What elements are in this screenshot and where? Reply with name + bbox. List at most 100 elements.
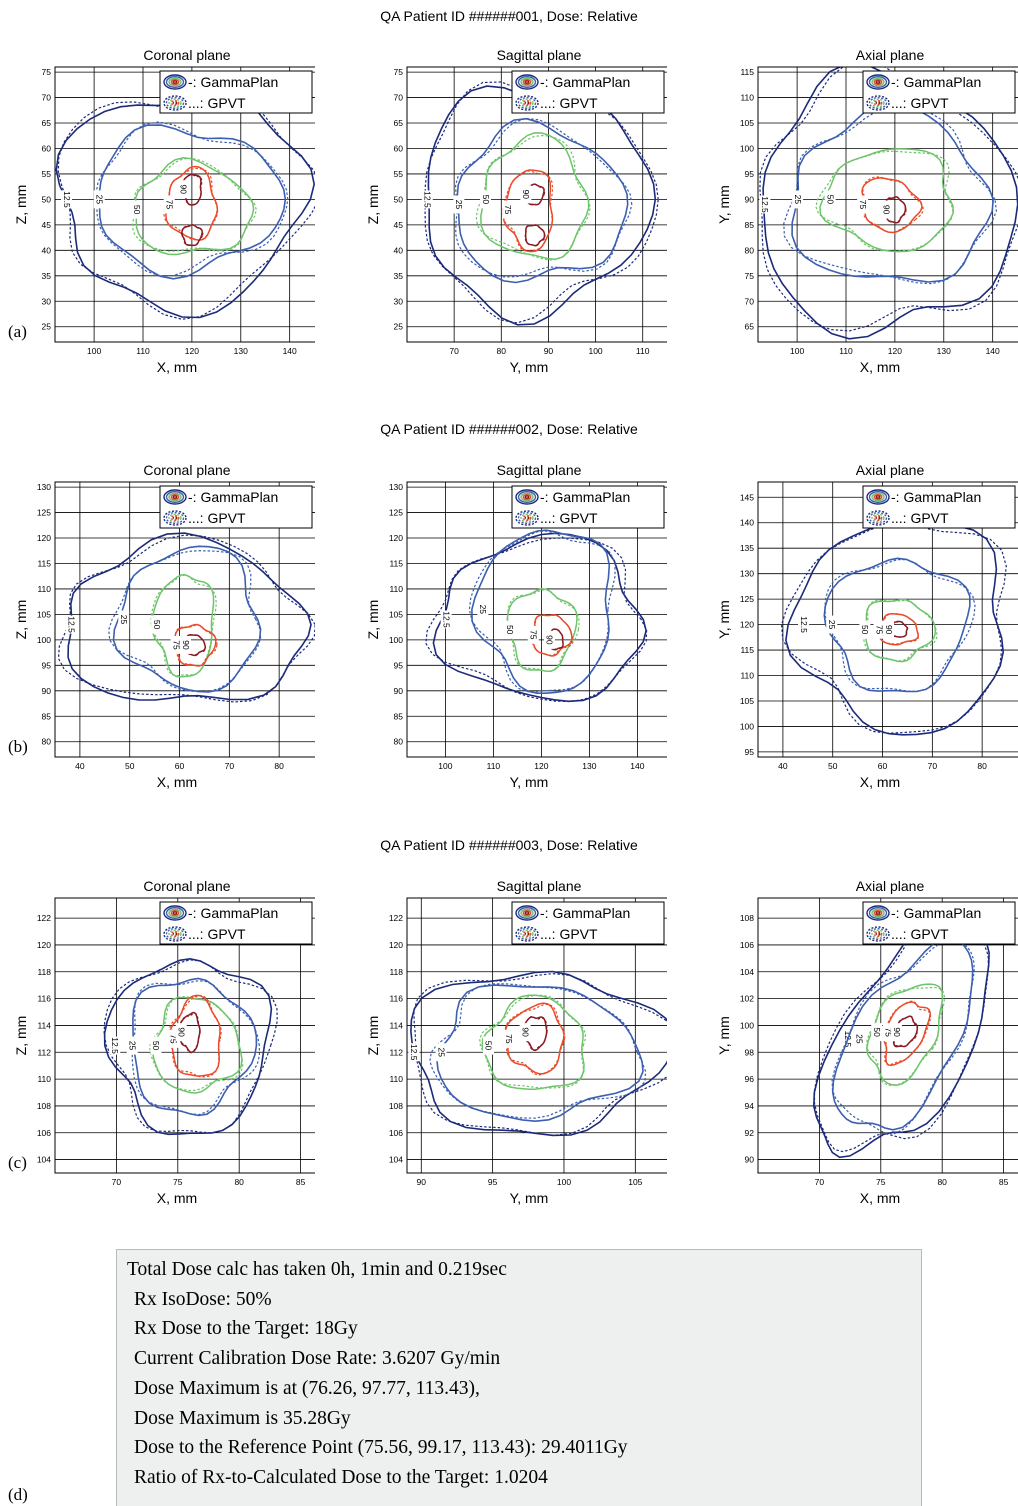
x-tick-label: 40 bbox=[778, 761, 788, 771]
legend-isodose-icon bbox=[515, 510, 539, 526]
contour-gpvt-12-5 bbox=[425, 537, 648, 703]
contour-gpvt-12-5 bbox=[57, 99, 315, 320]
contour-label: 12.5 bbox=[441, 611, 451, 628]
contour-gpvt-25 bbox=[131, 980, 261, 1116]
contour-gammaplan-12-5 bbox=[103, 957, 273, 1136]
contour-gpvt-25 bbox=[831, 939, 975, 1135]
axes-box bbox=[757, 897, 1018, 1174]
plot-title: Sagittal plane bbox=[497, 462, 582, 478]
contour-gpvt-50 bbox=[815, 150, 954, 252]
panel-label-c: (c) bbox=[8, 1153, 27, 1172]
contour-label: 90 bbox=[178, 184, 188, 194]
contour-gpvt-50 bbox=[149, 996, 244, 1092]
y-tick-label: 30 bbox=[42, 296, 52, 306]
legend: -: GammaPlan ...: GPVT bbox=[159, 70, 313, 114]
legend-label-gammaplan: -: GammaPlan bbox=[188, 905, 278, 921]
report-line: Rx Dose to the Target: 18Gy bbox=[134, 1318, 358, 1340]
x-tick-label: 90 bbox=[544, 346, 554, 356]
report-line: Current Calibration Dose Rate: 3.6207 Gy… bbox=[134, 1348, 501, 1370]
report-line: Dose to the Reference Point (75.56, 99.1… bbox=[134, 1437, 628, 1459]
contour-gammaplan-12-5 bbox=[67, 532, 312, 701]
x-axis-label: Y, mm bbox=[510, 1190, 549, 1206]
x-tick-label: 90 bbox=[417, 1177, 427, 1187]
x-tick-label: 80 bbox=[274, 761, 284, 771]
contour-gpvt-90 bbox=[179, 1012, 201, 1054]
y-tick-label: 95 bbox=[745, 747, 755, 757]
y-tick-label: 125 bbox=[740, 594, 754, 604]
y-tick-label: 100 bbox=[37, 635, 51, 645]
y-tick-label: 100 bbox=[740, 721, 754, 731]
contour-label: 25 bbox=[119, 615, 129, 625]
x-tick-label: 50 bbox=[125, 761, 135, 771]
y-tick-label: 70 bbox=[42, 93, 52, 103]
y-tick-label: 95 bbox=[745, 169, 755, 179]
contour-gpvt-12-5 bbox=[57, 534, 315, 703]
axes-box bbox=[54, 66, 315, 343]
y-axis-label: Z, mm bbox=[365, 600, 381, 640]
legend-box bbox=[159, 901, 313, 945]
legend: -: GammaPlan ...: GPVT bbox=[511, 70, 665, 114]
y-tick-label: 120 bbox=[389, 940, 403, 950]
y-tick-label: 40 bbox=[42, 245, 52, 255]
x-tick-label: 140 bbox=[630, 761, 644, 771]
contour-label: 75 bbox=[884, 1027, 894, 1037]
y-tick-label: 75 bbox=[394, 67, 404, 77]
contour-gammaplan-25 bbox=[823, 557, 971, 693]
contour-plot: Coronal plane 12.5 25 50 75 90 100 110 120 130 140… bbox=[13, 47, 315, 375]
y-tick-label: 70 bbox=[394, 93, 404, 103]
contour-gammaplan-90 bbox=[524, 224, 546, 247]
y-tick-label: 118 bbox=[389, 967, 403, 977]
contour-gpvt-12-5 bbox=[780, 522, 1007, 734]
x-tick-label: 75 bbox=[173, 1177, 183, 1187]
y-tick-label: 104 bbox=[389, 1155, 403, 1165]
y-tick-label: 80 bbox=[42, 737, 52, 747]
contour-gpvt-75 bbox=[504, 1003, 566, 1076]
contours: 12.5 25 50 75 90 bbox=[55, 94, 315, 320]
x-tick-label: 140 bbox=[283, 346, 297, 356]
y-axis-label: Z, mm bbox=[13, 1016, 29, 1056]
x-axis-label: Y, mm bbox=[510, 774, 549, 790]
contour-gammaplan-50 bbox=[506, 588, 578, 672]
legend-label-gammaplan: -: GammaPlan bbox=[540, 905, 630, 921]
contour-gammaplan-12-5 bbox=[432, 532, 647, 703]
legend-label-gpvt: ...: GPVT bbox=[188, 510, 246, 526]
y-tick-label: 95 bbox=[394, 660, 404, 670]
legend-label-gammaplan: -: GammaPlan bbox=[540, 489, 630, 505]
contour-gpvt-12-5 bbox=[103, 959, 278, 1134]
contour-label: 50 bbox=[860, 625, 870, 635]
y-tick-label: 85 bbox=[394, 711, 404, 721]
contour-gammaplan-25 bbox=[112, 545, 262, 693]
contour-label: 50 bbox=[872, 1027, 882, 1037]
legend: -: GammaPlan ...: GPVT bbox=[862, 70, 1016, 114]
y-tick-label: 100 bbox=[740, 143, 754, 153]
y-tick-label: 50 bbox=[394, 194, 404, 204]
y-tick-label: 110 bbox=[389, 1074, 403, 1084]
contour-label: 90 bbox=[520, 1027, 530, 1037]
contour-label: 75 bbox=[504, 1034, 514, 1044]
legend-isodose-icon bbox=[163, 905, 187, 921]
y-axis-label: Z, mm bbox=[13, 185, 29, 225]
panel-label-a: (a) bbox=[8, 322, 27, 341]
contour-gammaplan-50 bbox=[866, 983, 944, 1086]
y-axis-label: Y, mm bbox=[716, 185, 732, 224]
legend-isodose-icon bbox=[163, 95, 187, 111]
y-axis-label: Y, mm bbox=[716, 1016, 732, 1055]
y-tick-label: 112 bbox=[37, 1047, 51, 1057]
y-tick-label: 108 bbox=[740, 913, 754, 923]
x-axis-label: Y, mm bbox=[510, 359, 549, 375]
contour-gammaplan-50 bbox=[481, 994, 585, 1090]
y-tick-label: 92 bbox=[745, 1128, 755, 1138]
y-tick-label: 70 bbox=[745, 296, 755, 306]
y-tick-label: 60 bbox=[42, 143, 52, 153]
x-tick-label: 140 bbox=[986, 346, 1000, 356]
y-tick-label: 130 bbox=[37, 482, 51, 492]
y-tick-label: 130 bbox=[740, 569, 754, 579]
x-axis-label: X, mm bbox=[860, 1190, 900, 1206]
legend-label-gpvt: ...: GPVT bbox=[540, 510, 598, 526]
y-tick-label: 125 bbox=[389, 508, 403, 518]
y-tick-label: 130 bbox=[389, 482, 403, 492]
y-tick-label: 90 bbox=[745, 194, 755, 204]
x-tick-label: 120 bbox=[185, 346, 199, 356]
panel-label-b: (b) bbox=[8, 737, 28, 756]
contour-label: 90 bbox=[881, 205, 891, 215]
